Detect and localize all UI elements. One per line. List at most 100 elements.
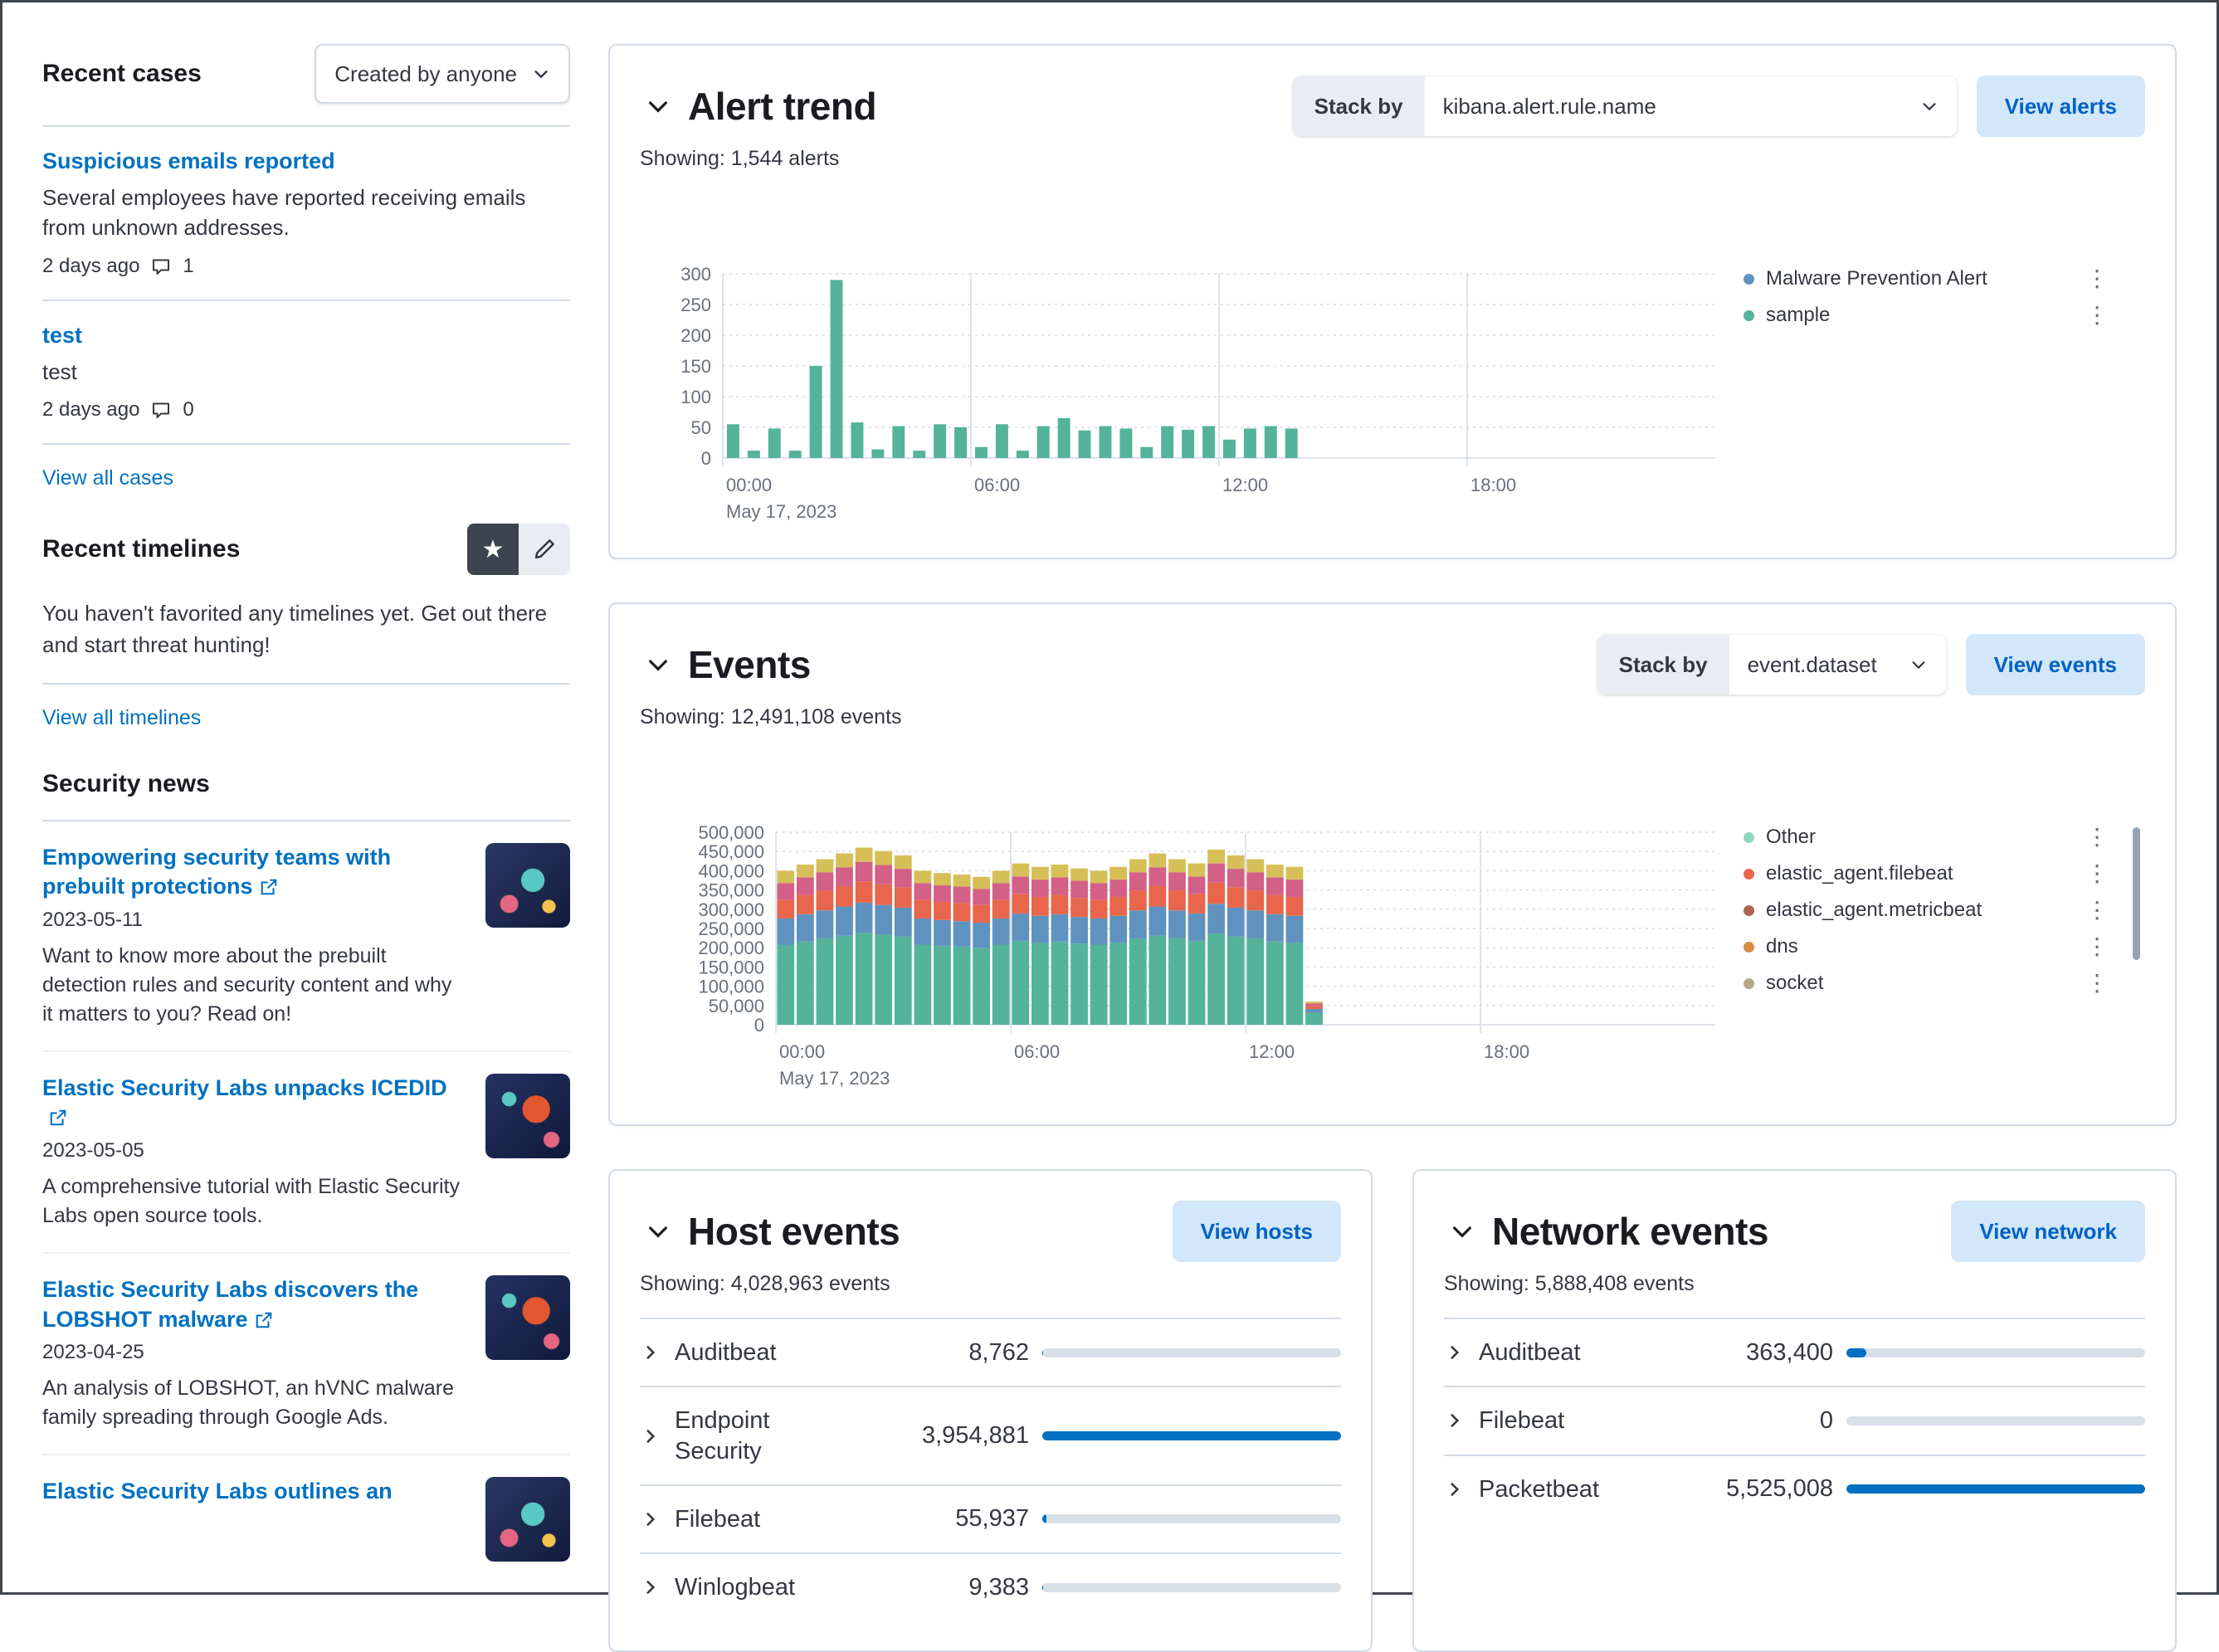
cases-filter-dropdown[interactable]: Created by anyone — [315, 44, 570, 104]
news-item: Empowering security teams with prebuilt … — [42, 821, 570, 1052]
row-value: 9,383 — [968, 1573, 1029, 1601]
progress-bar — [1042, 1514, 1341, 1524]
table-row[interactable]: Packetbeat 5,525,008 — [1444, 1454, 2145, 1523]
comment-icon — [153, 259, 170, 275]
legend-actions-icon[interactable]: ⋮ — [2085, 970, 2109, 996]
news-date: 2023-05-05 — [42, 1139, 144, 1162]
legend-actions-icon[interactable]: ⋮ — [2085, 302, 2109, 328]
divider — [42, 125, 570, 127]
legend-item[interactable]: dns ⋮ — [1744, 935, 2109, 958]
events-legend: Other ⋮ elastic_agent.filebeat ⋮ elastic… — [1744, 826, 2145, 1094]
progress-bar — [1042, 1347, 1341, 1357]
star-icon: ★ — [481, 535, 505, 563]
legend-item[interactable]: Other ⋮ — [1744, 826, 2109, 849]
case-link[interactable]: test — [42, 322, 83, 348]
table-row[interactable]: Auditbeat 8,762 — [640, 1318, 1341, 1386]
news-link[interactable]: Elastic Security Labs unpacks ICEDID — [42, 1075, 447, 1130]
svg-text:300: 300 — [680, 264, 711, 285]
case-link[interactable]: Suspicious emails reported — [42, 149, 335, 173]
svg-text:100,000: 100,000 — [698, 977, 764, 997]
legend-actions-icon[interactable]: ⋮ — [2085, 266, 2109, 291]
legend-scrollbar[interactable] — [2133, 827, 2140, 960]
sidebar: Recent cases Created by anyone Suspiciou… — [42, 44, 570, 1652]
row-label: Auditbeat — [675, 1339, 777, 1366]
external-link-icon — [50, 1110, 66, 1126]
legend-item[interactable]: socket ⋮ — [1744, 972, 2109, 995]
svg-text:0: 0 — [754, 1015, 764, 1036]
news-body: Empowering security teams with prebuilt … — [42, 843, 466, 1029]
expand-row-icon[interactable] — [1444, 1479, 1466, 1500]
row-label: Packetbeat — [1479, 1475, 1600, 1503]
chevron-down-icon — [1923, 103, 1936, 111]
host-events-showing-count: Showing: 4,028,963 events — [640, 1272, 890, 1295]
table-row[interactable]: Endpoint Security 3,954,881 — [640, 1386, 1341, 1484]
table-row[interactable]: Winlogbeat 9,383 — [640, 1552, 1341, 1620]
svg-text:150,000: 150,000 — [698, 957, 764, 977]
network-events-table: Auditbeat 363,400 Filebeat 0 Packetbeat … — [1444, 1318, 2145, 1523]
expand-row-icon[interactable] — [1444, 1410, 1466, 1431]
expand-row-icon[interactable] — [640, 1342, 661, 1363]
divider — [42, 299, 570, 301]
news-thumbnail — [485, 1477, 570, 1562]
events-panel: Events Stack by event.dataset View event… — [608, 602, 2177, 1126]
network-events-panel: Network events View network Showing: 5,8… — [1412, 1169, 2177, 1652]
view-network-button[interactable]: View network — [1951, 1201, 2145, 1262]
legend-actions-icon[interactable]: ⋮ — [2085, 933, 2109, 959]
collapse-toggle[interactable] — [640, 651, 676, 678]
collapse-toggle[interactable] — [1444, 1218, 1480, 1245]
edit-timelines-button[interactable] — [519, 524, 570, 575]
view-all-cases-link[interactable]: View all cases — [42, 466, 173, 490]
favorites-filter-button[interactable]: ★ — [467, 524, 519, 576]
expand-row-icon[interactable] — [1444, 1342, 1466, 1363]
view-events-button[interactable]: View events — [1965, 634, 2145, 695]
svg-text:100: 100 — [680, 387, 711, 407]
chevron-down-icon — [649, 660, 667, 671]
news-thumbnail — [485, 1073, 570, 1158]
legend-actions-icon[interactable]: ⋮ — [2085, 824, 2109, 850]
svg-text:00:00: 00:00 — [726, 475, 772, 495]
view-all-timelines-link[interactable]: View all timelines — [42, 705, 202, 729]
svg-text:300,000: 300,000 — [698, 899, 764, 920]
legend-item[interactable]: elastic_agent.metricbeat ⋮ — [1744, 899, 2109, 922]
legend-item[interactable]: Malware Prevention Alert ⋮ — [1744, 267, 2109, 290]
news-link[interactable]: Elastic Security Labs discovers the LOBS… — [42, 1277, 419, 1332]
divider — [42, 682, 570, 685]
news-link[interactable]: Empowering security teams with prebuilt … — [42, 844, 392, 899]
alert-trend-header: Alert trend Stack by kibana.alert.rule.n… — [640, 76, 2145, 137]
legend-label: elastic_agent.metricbeat — [1766, 899, 1982, 921]
network-events-showing-count: Showing: 5,888,408 events — [1444, 1272, 1695, 1295]
row-value: 8,762 — [968, 1338, 1029, 1366]
legend-color-dot — [1744, 309, 1754, 321]
stack-by-select[interactable]: kibana.alert.rule.name — [1424, 76, 1957, 136]
view-alerts-button[interactable]: View alerts — [1976, 76, 2145, 137]
legend-item[interactable]: elastic_agent.filebeat ⋮ — [1744, 862, 2109, 885]
svg-text:400,000: 400,000 — [698, 860, 764, 881]
news-link[interactable]: Elastic Security Labs outlines an — [42, 1479, 393, 1504]
legend-item[interactable]: sample ⋮ — [1744, 304, 2109, 327]
table-row[interactable]: Filebeat 55,937 — [640, 1484, 1341, 1552]
stack-by-select[interactable]: event.dataset — [1729, 635, 1946, 694]
case-comment-count: 1 — [183, 254, 194, 277]
legend-actions-icon[interactable]: ⋮ — [2085, 897, 2109, 923]
stack-by-value: event.dataset — [1747, 651, 1877, 677]
collapse-toggle[interactable] — [640, 1218, 676, 1245]
expand-row-icon[interactable] — [640, 1425, 661, 1447]
collapse-toggle[interactable] — [640, 93, 676, 119]
alert-trend-controls: Stack by kibana.alert.rule.name View ale… — [1292, 76, 2145, 137]
stack-by-label: Stack by — [1292, 76, 1425, 136]
events-chart: 050,000100,000150,000200,000250,000300,0… — [698, 822, 1715, 1089]
expand-row-icon[interactable] — [640, 1576, 661, 1598]
case-item: Suspicious emails reported Several emplo… — [42, 149, 570, 278]
table-row[interactable]: Filebeat 0 — [1444, 1386, 2145, 1454]
view-hosts-button[interactable]: View hosts — [1172, 1201, 1341, 1262]
expand-row-icon[interactable] — [640, 1508, 661, 1530]
panel-title: Alert trend — [688, 85, 877, 128]
news-thumbnail — [485, 842, 570, 928]
table-row[interactable]: Auditbeat 363,400 — [1444, 1318, 2145, 1386]
legend-label: Other — [1766, 826, 1817, 848]
legend-actions-icon[interactable]: ⋮ — [2085, 860, 2109, 886]
svg-text:06:00: 06:00 — [1014, 1041, 1060, 1062]
svg-text:200,000: 200,000 — [698, 938, 764, 958]
row-label: Endpoint Security — [675, 1407, 770, 1464]
